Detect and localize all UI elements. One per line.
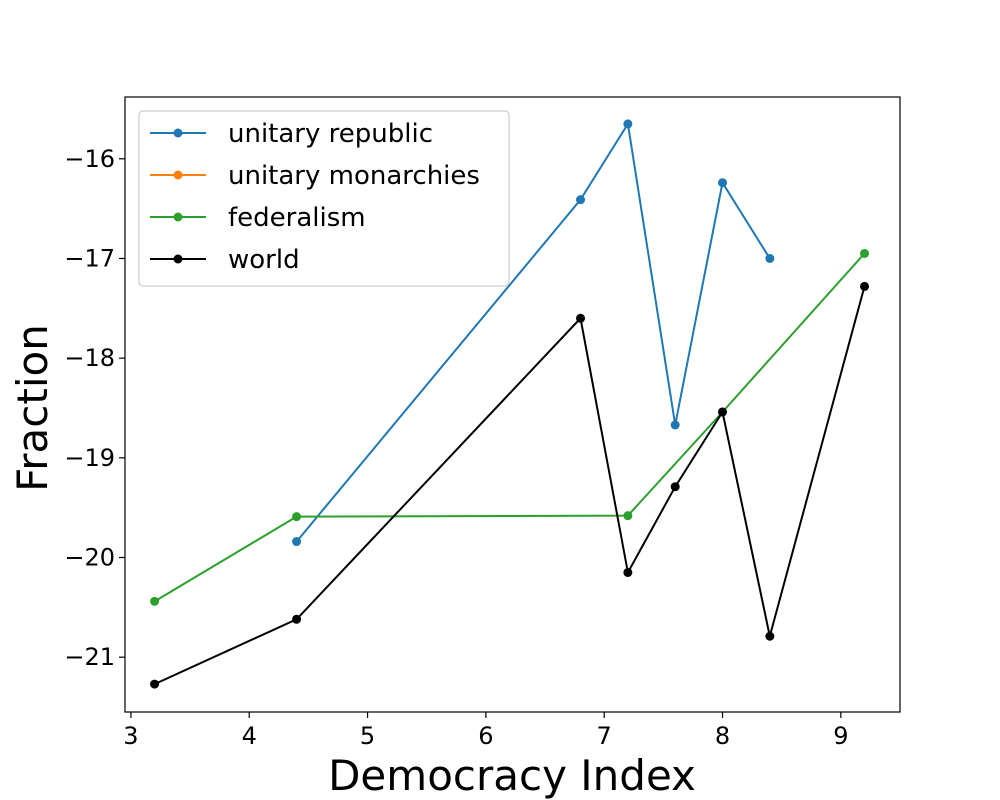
y-axis-label: Fraction bbox=[8, 324, 57, 492]
y-tick-label: −19 bbox=[64, 444, 115, 472]
y-tick-label: −17 bbox=[64, 244, 115, 272]
data-point-federalism bbox=[150, 596, 160, 606]
x-tick-label: 6 bbox=[478, 722, 493, 750]
legend-swatch-marker bbox=[173, 128, 183, 138]
data-point-federalism bbox=[292, 512, 302, 522]
legend-swatch-marker bbox=[173, 254, 183, 264]
series-line-unitary-republic bbox=[295, 121, 771, 543]
data-point-unitary-republic bbox=[623, 119, 633, 129]
x-tick-label: 5 bbox=[360, 722, 375, 750]
x-tick-label: 3 bbox=[123, 722, 138, 750]
legend-frame bbox=[138, 110, 510, 287]
data-point-unitary-republic bbox=[670, 420, 680, 430]
data-point-world bbox=[150, 679, 160, 689]
data-point-unitary-republic bbox=[718, 178, 728, 188]
y-tick-label: −16 bbox=[64, 145, 115, 173]
chart-marks bbox=[150, 119, 870, 689]
y-tick-label: −18 bbox=[64, 344, 115, 372]
data-point-unitary-republic bbox=[765, 253, 775, 263]
data-point-federalism bbox=[860, 248, 870, 258]
data-point-world bbox=[670, 482, 680, 492]
data-point-world bbox=[576, 313, 586, 323]
data-point-federalism bbox=[623, 511, 633, 521]
legend-label: world bbox=[228, 245, 300, 275]
data-point-world bbox=[765, 631, 775, 641]
x-tick-label: 4 bbox=[242, 722, 257, 750]
y-axis: −21 −20 −19 −18 −17 −16 bbox=[64, 145, 125, 671]
legend: unitary republic unitary monarchies federa… bbox=[138, 110, 510, 287]
x-tick-label: 7 bbox=[597, 722, 612, 750]
legend-label: unitary republic bbox=[228, 119, 433, 149]
legend-label: unitary monarchies bbox=[228, 161, 480, 191]
data-point-world bbox=[860, 281, 870, 291]
data-point-world bbox=[718, 407, 728, 417]
data-point-world bbox=[623, 567, 633, 577]
series-line-world bbox=[154, 286, 866, 686]
series-line-federalism bbox=[154, 252, 866, 603]
legend-label: federalism bbox=[228, 203, 366, 233]
legend-swatch-marker bbox=[173, 170, 183, 180]
x-tick-label: 8 bbox=[715, 722, 730, 750]
data-point-world bbox=[292, 614, 302, 624]
data-point-unitary-republic bbox=[292, 537, 302, 547]
x-axis: 3 4 5 6 7 8 9 bbox=[123, 712, 848, 750]
x-axis-label: Democracy Index bbox=[328, 751, 696, 800]
x-tick-label: 9 bbox=[833, 722, 848, 750]
y-tick-label: −20 bbox=[64, 544, 115, 572]
y-tick-label: −21 bbox=[64, 643, 115, 671]
data-point-unitary-republic bbox=[576, 195, 586, 205]
plot-frame bbox=[124, 96, 901, 713]
legend-swatch-marker bbox=[173, 212, 183, 222]
